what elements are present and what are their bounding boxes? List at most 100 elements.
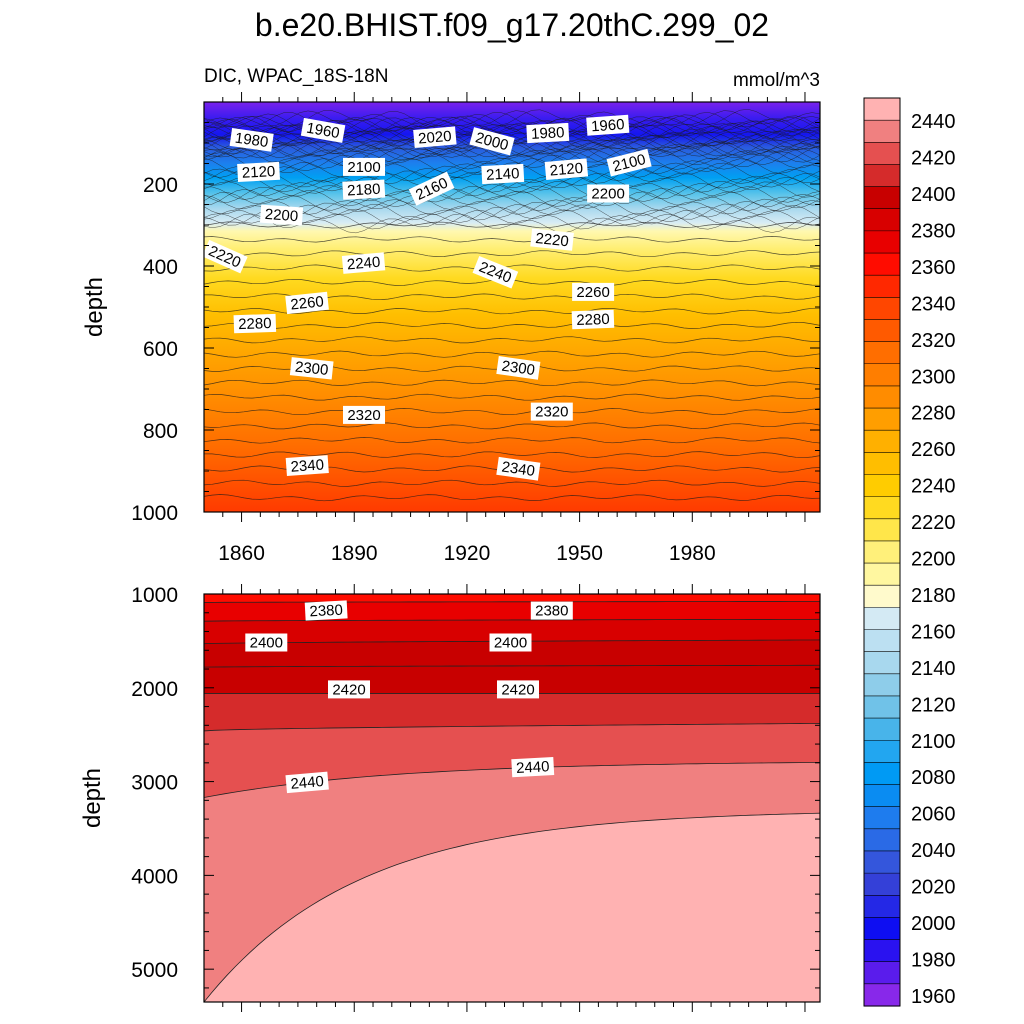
upper-contour-label-box bbox=[530, 402, 573, 421]
upper-contour-label-text: 2220 bbox=[535, 230, 570, 250]
colorbar-swatch bbox=[864, 452, 900, 476]
upper-contour-line bbox=[203, 307, 821, 315]
upper-contour-line bbox=[203, 321, 821, 329]
upper-contour-label-text: 2200 bbox=[264, 206, 298, 225]
upper-contour-label-box bbox=[572, 282, 615, 301]
colorbar: 2440 2420 2400 2380 2360 2340 2320 2300 2280 2260… bbox=[863, 97, 956, 1008]
colorbar-label: 2340 bbox=[911, 293, 956, 315]
colorbar-swatch bbox=[864, 230, 900, 254]
upper-contour-label-box bbox=[289, 357, 334, 380]
lower-y-tick-label: 5000 bbox=[131, 959, 178, 982]
upper-x-tick-label: 1920 bbox=[444, 542, 491, 565]
upper-contour-label: 2300 bbox=[289, 357, 334, 380]
lower-contour-line bbox=[203, 601, 821, 603]
colorbar-label: 2220 bbox=[911, 512, 956, 534]
upper-contour-label: 2020 bbox=[413, 126, 457, 148]
colorbar-swatch bbox=[864, 253, 900, 276]
lower-contour-line bbox=[203, 618, 821, 622]
upper-contour-label-box bbox=[413, 126, 457, 148]
lower-contour-label-box bbox=[489, 633, 532, 652]
lower-contour-label-box bbox=[285, 771, 329, 794]
upper-contour-label: 2300 bbox=[496, 356, 541, 380]
lower-contour-label: 2440 bbox=[511, 757, 555, 778]
colorbar-swatch bbox=[864, 142, 900, 166]
upper-contour-label-text: 2020 bbox=[418, 128, 453, 148]
upper-contour-line bbox=[203, 494, 821, 502]
chart-title: b.e20.BHIST.f09_g17.20thC.299_02 bbox=[255, 7, 769, 43]
upper-contour-label-box bbox=[300, 117, 346, 143]
upper-contour-label-text: 2140 bbox=[486, 165, 520, 184]
colorbar-label: 2400 bbox=[911, 184, 956, 206]
upper-contour-line bbox=[203, 199, 821, 219]
upper-x-tick-label: 1890 bbox=[331, 542, 378, 565]
lower-contour-label-text: 2440 bbox=[516, 758, 550, 777]
colorbar-swatch bbox=[864, 585, 900, 608]
colorbar-label: 2020 bbox=[911, 877, 956, 899]
upper-contour-line bbox=[203, 408, 821, 416]
colorbar-swatch bbox=[864, 873, 900, 896]
upper-x-tick-label: 1860 bbox=[218, 542, 265, 565]
upper-contour-label: 2260 bbox=[285, 291, 329, 315]
upper-y-tick-label: 800 bbox=[143, 420, 178, 443]
colorbar-label: 2160 bbox=[911, 621, 956, 643]
lower-contour-label: 2420 bbox=[328, 680, 370, 699]
lower-band bbox=[204, 594, 820, 603]
upper-contour-label: 2260 bbox=[572, 282, 615, 301]
colorbar-label: 1980 bbox=[911, 950, 956, 972]
lower-band bbox=[204, 762, 820, 1002]
upper-contour-label-box bbox=[526, 122, 570, 144]
colorbar-swatch bbox=[864, 408, 900, 431]
upper-contour-label: 2180 bbox=[342, 179, 386, 200]
lower-contour-label: 2420 bbox=[497, 680, 539, 699]
upper-contour-label: 1960 bbox=[586, 114, 630, 136]
upper-contour-label-box bbox=[530, 228, 574, 251]
colorbar-swatch bbox=[864, 673, 900, 697]
upper-contour-line bbox=[203, 206, 821, 226]
colorbar-label: 2240 bbox=[911, 476, 956, 498]
lower-contour-label-text: 2400 bbox=[250, 635, 283, 652]
upper-contour-line bbox=[203, 191, 821, 212]
colorbar-swatch bbox=[864, 341, 900, 365]
upper-contour-label: 2220 bbox=[530, 228, 574, 251]
upper-contour-line bbox=[203, 393, 821, 401]
colorbar-label: 2320 bbox=[911, 330, 956, 352]
colorbar-label: 2140 bbox=[911, 658, 956, 680]
colorbar-label: 2260 bbox=[911, 439, 956, 461]
colorbar-swatch bbox=[864, 961, 900, 985]
upper-contour-line bbox=[203, 188, 821, 207]
colorbar-swatch bbox=[864, 762, 900, 786]
lower-contour-label-box bbox=[328, 680, 370, 699]
upper-contour-label-box bbox=[201, 239, 248, 274]
colorbar-swatch bbox=[864, 186, 900, 210]
colorbar-label: 2420 bbox=[911, 148, 956, 170]
lower-contour-label-box bbox=[304, 600, 348, 621]
upper-contour-label-text: 1960 bbox=[305, 120, 341, 143]
colorbar-label: 2100 bbox=[911, 731, 956, 753]
lower-contour-label: 2380 bbox=[304, 600, 348, 621]
upper-contour-line bbox=[203, 350, 821, 358]
lower-contour-label: 2380 bbox=[530, 601, 573, 620]
colorbar-label: 2360 bbox=[911, 257, 956, 279]
upper-subtitle-right: mmol/m^3 bbox=[733, 70, 820, 91]
upper-contour-line bbox=[203, 110, 821, 130]
upper-contour-label-text: 1960 bbox=[591, 116, 625, 135]
upper-contour-label-text: 2300 bbox=[501, 358, 536, 379]
colorbar-frame bbox=[863, 97, 901, 1007]
lower-contour-label-text: 2380 bbox=[535, 603, 568, 620]
colorbar-swatch bbox=[864, 983, 900, 1007]
lower-contour-label: 2440 bbox=[285, 771, 329, 794]
upper-contour-label: 1980 bbox=[526, 122, 570, 144]
upper-y-axis: 200 400 600 800 1000 bbox=[131, 122, 820, 525]
colorbar-label: 2080 bbox=[911, 767, 956, 789]
upper-contour-label-text: 2260 bbox=[290, 293, 325, 313]
upper-contour-label-box bbox=[496, 456, 541, 481]
upper-contour-label-box bbox=[496, 356, 541, 380]
colorbar-swatch bbox=[864, 385, 900, 409]
lower-band bbox=[204, 813, 820, 1002]
upper-contour-label-box bbox=[341, 252, 386, 274]
lower-band bbox=[204, 619, 820, 644]
colorbar-swatch bbox=[864, 784, 900, 808]
colorbar-label: 2000 bbox=[911, 913, 956, 935]
